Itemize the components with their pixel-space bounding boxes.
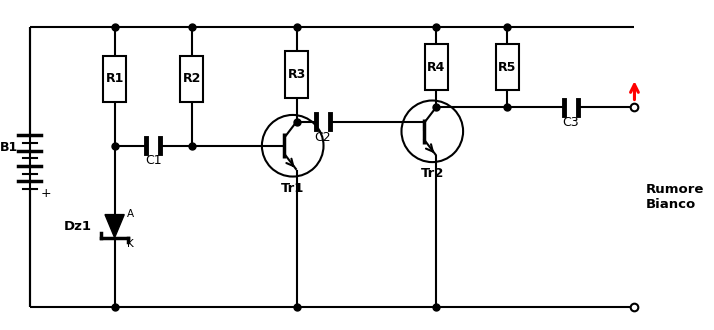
Text: C1: C1 <box>145 154 161 167</box>
Text: R3: R3 <box>288 68 306 81</box>
Text: C2: C2 <box>315 131 331 144</box>
Polygon shape <box>105 214 124 238</box>
Text: Dz1: Dz1 <box>64 220 92 233</box>
Text: R1: R1 <box>106 72 124 85</box>
Text: C3: C3 <box>563 116 579 129</box>
Text: Rumore
Bianco: Rumore Bianco <box>646 183 705 211</box>
Text: R4: R4 <box>427 61 446 74</box>
Text: +: + <box>41 187 51 200</box>
Bar <box>180 56 203 102</box>
Text: K: K <box>127 239 134 248</box>
Text: R2: R2 <box>183 72 201 85</box>
Bar <box>496 44 519 90</box>
Text: B1: B1 <box>0 141 18 154</box>
Bar <box>425 44 448 90</box>
Text: Tr1: Tr1 <box>281 182 304 195</box>
Text: Tr2: Tr2 <box>421 167 444 180</box>
Text: R5: R5 <box>498 61 516 74</box>
Bar <box>285 51 308 98</box>
Text: A: A <box>127 209 134 218</box>
Bar <box>103 56 126 102</box>
